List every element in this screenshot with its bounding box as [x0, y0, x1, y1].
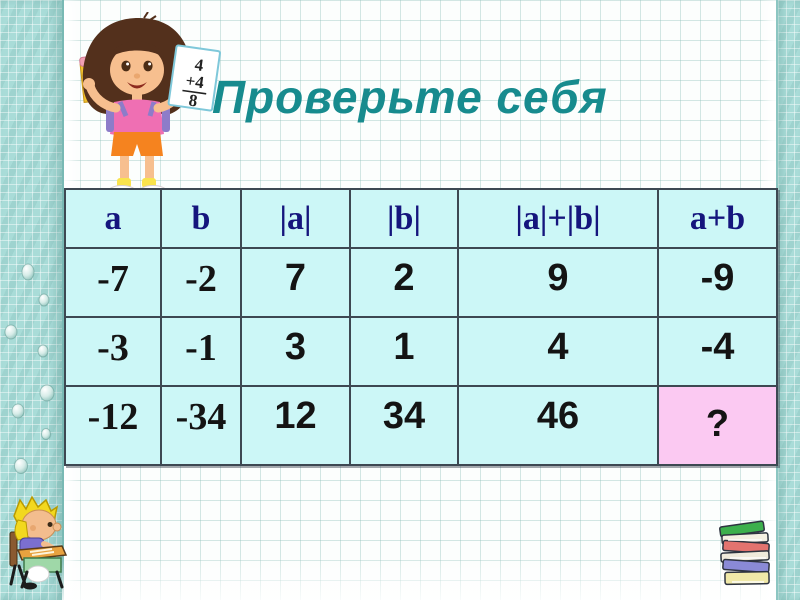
table-row: -7 -2 7 2 9 -9: [64, 247, 778, 318]
cell-a: -3: [64, 316, 162, 387]
header-cell-abs-a: |a|: [240, 188, 351, 249]
table-row: -3 -1 3 1 4 -4: [64, 316, 778, 387]
boy-at-desk-icon: [9, 495, 68, 590]
flashcard: 4 +4 8: [167, 44, 221, 112]
header-cell-b: b: [160, 188, 242, 249]
cell-abs-a: 12: [240, 385, 351, 466]
flashcard-bottom: 8: [188, 91, 199, 111]
book-stack-icon: [719, 520, 770, 586]
cell-abs-b: 34: [349, 385, 459, 466]
cell-abs-a: 7: [240, 247, 351, 318]
cell-sum-unknown: ?: [657, 385, 778, 466]
header-cell-sum: a+b: [657, 188, 778, 249]
table-row: -12 -34 12 34 46 ?: [64, 385, 778, 466]
bottom-fade: [62, 554, 776, 600]
left-mosaic-strip: [0, 0, 64, 600]
table-header-row: a b |a| |b| |a|+|b| a+b: [64, 188, 778, 249]
cell-b: -34: [160, 385, 242, 466]
right-mosaic-strip: [776, 0, 800, 600]
flashcard-top: 4: [194, 55, 206, 75]
header-cell-a: a: [64, 188, 162, 249]
header-cell-abs-sum: |a|+|b|: [457, 188, 659, 249]
cell-abs-sum: 9: [457, 247, 659, 318]
cell-abs-sum: 46: [457, 385, 659, 466]
cell-abs-sum: 4: [457, 316, 659, 387]
cell-abs-b: 2: [349, 247, 459, 318]
cell-sum: -9: [657, 247, 778, 318]
flashcard-middle: +4: [184, 71, 205, 92]
check-yourself-table: a b |a| |b| |a|+|b| a+b -7 -2 7 2 9 -9 -…: [64, 188, 778, 466]
cell-a: -7: [64, 247, 162, 318]
cell-b: -2: [160, 247, 242, 318]
header-cell-abs-b: |b|: [349, 188, 459, 249]
cell-a: -12: [64, 385, 162, 466]
dora-character-icon: 4 +4 8: [79, 12, 221, 201]
water-droplets-icon: [4, 263, 55, 474]
cell-sum: -4: [657, 316, 778, 387]
cell-abs-a: 3: [240, 316, 351, 387]
cell-abs-b: 1: [349, 316, 459, 387]
page-title: Проверьте себя: [212, 71, 608, 123]
cell-b: -1: [160, 316, 242, 387]
